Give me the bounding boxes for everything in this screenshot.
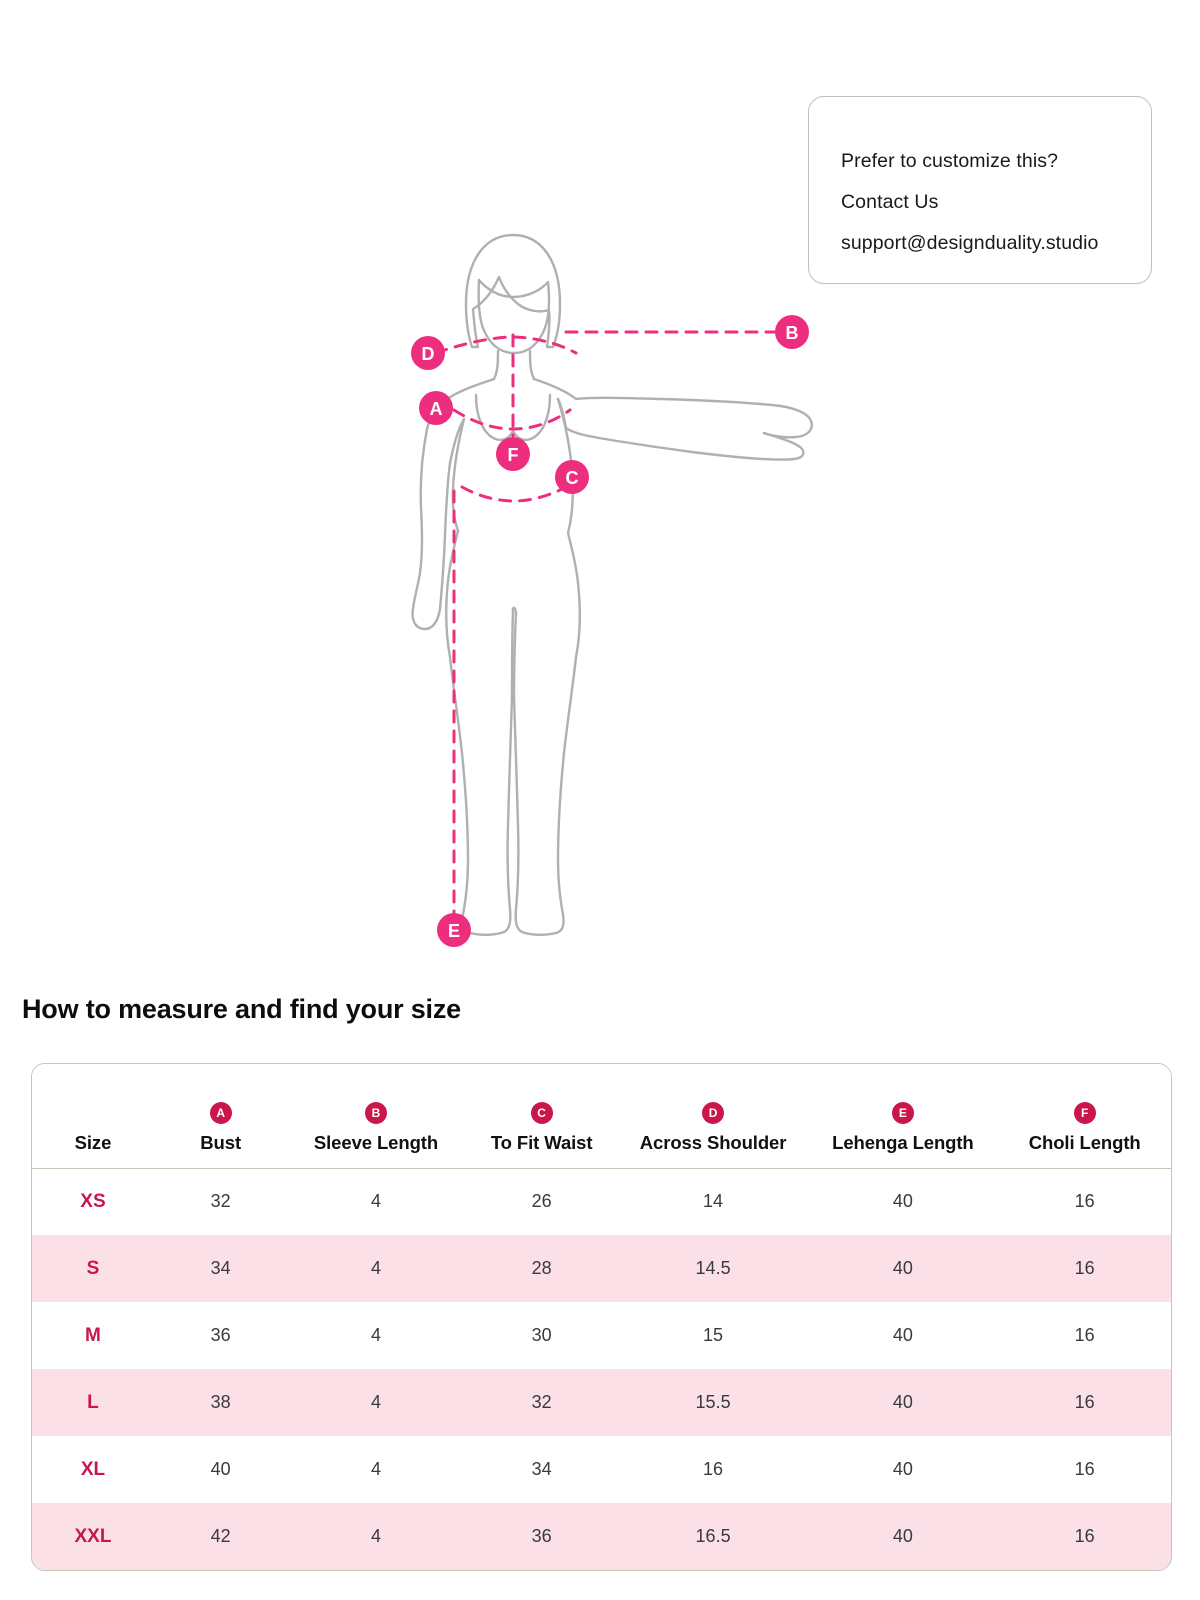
table-header: Size A Bust B Sleeve Length	[32, 1064, 1171, 1169]
cell-across-shoulder: 15	[703, 1325, 724, 1345]
column-label: Lehenga Length	[832, 1131, 974, 1153]
column-header-sleeve-length: B Sleeve Length	[287, 1064, 465, 1169]
figure-marker-c: C	[555, 460, 589, 494]
figure-marker-d: D	[411, 336, 445, 370]
contact-card: Prefer to customize this? Contact Us sup…	[808, 96, 1152, 284]
column-label: Size	[74, 1131, 112, 1153]
cell-lehenga-length: 40	[807, 1235, 999, 1302]
figure-marker-b: B	[775, 315, 809, 349]
measurement-figure: D B A F C	[380, 205, 850, 975]
cell-across-shoulder: 15.5	[618, 1369, 808, 1436]
table-body: XS 32 4 26 14 40 16 S 34 4 28 14.5 40 16	[32, 1168, 1171, 1570]
cell-size: XL	[80, 1458, 106, 1480]
table-row[interactable]: XXL 42 4 36 16.5 40 16	[32, 1503, 1171, 1570]
cell-to-fit-waist: 36	[464, 1503, 619, 1570]
cell-sleeve-length: 4	[370, 1459, 381, 1479]
measurement-lines	[434, 330, 782, 919]
cell-size: L	[32, 1369, 154, 1436]
cell-choli-length: 16	[1074, 1459, 1095, 1479]
page-title: How to measure and find your size	[22, 994, 461, 1024]
column-header-size: Size	[32, 1064, 154, 1169]
cell-choli-length: 16	[998, 1235, 1171, 1302]
contact-us-label[interactable]: Contact Us	[841, 191, 939, 213]
badge-a-icon: A	[209, 1101, 232, 1124]
cell-bust: 32	[210, 1191, 231, 1212]
cell-sleeve-length: 4	[287, 1235, 465, 1302]
cell-sleeve-length: 4	[370, 1191, 381, 1212]
cell-bust: 36	[210, 1325, 231, 1345]
badge-c-icon: C	[530, 1101, 553, 1124]
column-label: Bust	[200, 1131, 242, 1153]
cell-size: XXL	[32, 1503, 154, 1570]
svg-text:C: C	[566, 468, 579, 488]
contact-prompt: Prefer to customize this?	[841, 150, 1059, 172]
badge-e-icon: E	[891, 1101, 914, 1124]
svg-text:B: B	[786, 323, 799, 343]
cell-across-shoulder: 14.5	[618, 1235, 808, 1302]
svg-text:D: D	[422, 344, 435, 364]
svg-text:F: F	[508, 445, 519, 465]
column-header-to-fit-waist: C To Fit Waist	[464, 1064, 619, 1169]
column-label: Sleeve Length	[313, 1131, 439, 1153]
column-header-across-shoulder: D Across Shoulder	[618, 1064, 808, 1169]
cell-bust: 34	[153, 1235, 288, 1302]
cell-choli-length: 16	[998, 1369, 1171, 1436]
cell-to-fit-waist: 34	[531, 1459, 552, 1479]
size-table: Size A Bust B Sleeve Length	[32, 1064, 1171, 1570]
cell-bust: 40	[210, 1459, 231, 1479]
cell-lehenga-length: 40	[807, 1503, 999, 1570]
column-label: Choli Length	[1028, 1131, 1141, 1153]
table-row[interactable]: XL 40 4 34 16 40 16	[32, 1436, 1171, 1503]
badge-b-icon: B	[364, 1101, 387, 1124]
table-row[interactable]: M 36 4 30 15 40 16	[32, 1302, 1171, 1369]
table-row[interactable]: XS 32 4 26 14 40 16	[32, 1168, 1171, 1235]
cell-sleeve-length: 4	[370, 1325, 381, 1345]
cell-choli-length: 16	[998, 1503, 1171, 1570]
table-row[interactable]: L 38 4 32 15.5 40 16	[32, 1369, 1171, 1436]
body-outline-icon	[411, 233, 813, 936]
cell-to-fit-waist: 32	[464, 1369, 619, 1436]
cell-choli-length: 16	[1074, 1191, 1095, 1212]
figure-marker-f: F	[496, 437, 530, 471]
cell-to-fit-waist: 26	[531, 1191, 552, 1212]
cell-lehenga-length: 40	[807, 1369, 999, 1436]
waist-line	[460, 483, 572, 503]
badge-placeholder	[82, 1102, 104, 1124]
column-label: To Fit Waist	[490, 1131, 593, 1153]
badge-f-icon: F	[1073, 1101, 1096, 1124]
cell-across-shoulder: 16	[703, 1459, 724, 1479]
cell-lehenga-length: 40	[892, 1459, 913, 1479]
cell-across-shoulder: 16.5	[618, 1503, 808, 1570]
svg-text:A: A	[430, 399, 443, 419]
cell-sleeve-length: 4	[287, 1369, 465, 1436]
figure-marker-a: A	[419, 391, 453, 425]
column-header-lehenga-length: E Lehenga Length	[807, 1064, 999, 1169]
cell-bust: 42	[153, 1503, 288, 1570]
column-header-choli-length: F Choli Length	[998, 1064, 1171, 1169]
cell-to-fit-waist: 28	[464, 1235, 619, 1302]
cell-across-shoulder: 14	[703, 1191, 724, 1212]
table-row[interactable]: S 34 4 28 14.5 40 16	[32, 1235, 1171, 1302]
figure-marker-e: E	[437, 913, 471, 947]
support-email[interactable]: support@designduality.studio	[841, 232, 1099, 254]
cell-bust: 38	[153, 1369, 288, 1436]
column-header-bust: A Bust	[153, 1064, 288, 1169]
cell-lehenga-length: 40	[892, 1191, 913, 1212]
svg-text:E: E	[448, 921, 460, 941]
size-table-card: Size A Bust B Sleeve Length	[31, 1063, 1172, 1571]
table-header-row: Size A Bust B Sleeve Length	[32, 1064, 1171, 1169]
bust-line	[452, 408, 572, 431]
cell-to-fit-waist: 30	[531, 1325, 552, 1345]
cell-size: XS	[80, 1190, 106, 1212]
badge-d-icon: D	[702, 1101, 725, 1124]
cell-lehenga-length: 40	[892, 1325, 913, 1345]
column-label: Across Shoulder	[639, 1131, 787, 1153]
cell-size: S	[32, 1235, 154, 1302]
cell-sleeve-length: 4	[287, 1503, 465, 1570]
figure-marker-badges: D B A F C	[411, 315, 809, 947]
cell-choli-length: 16	[1074, 1325, 1095, 1345]
cell-size: M	[85, 1324, 101, 1346]
